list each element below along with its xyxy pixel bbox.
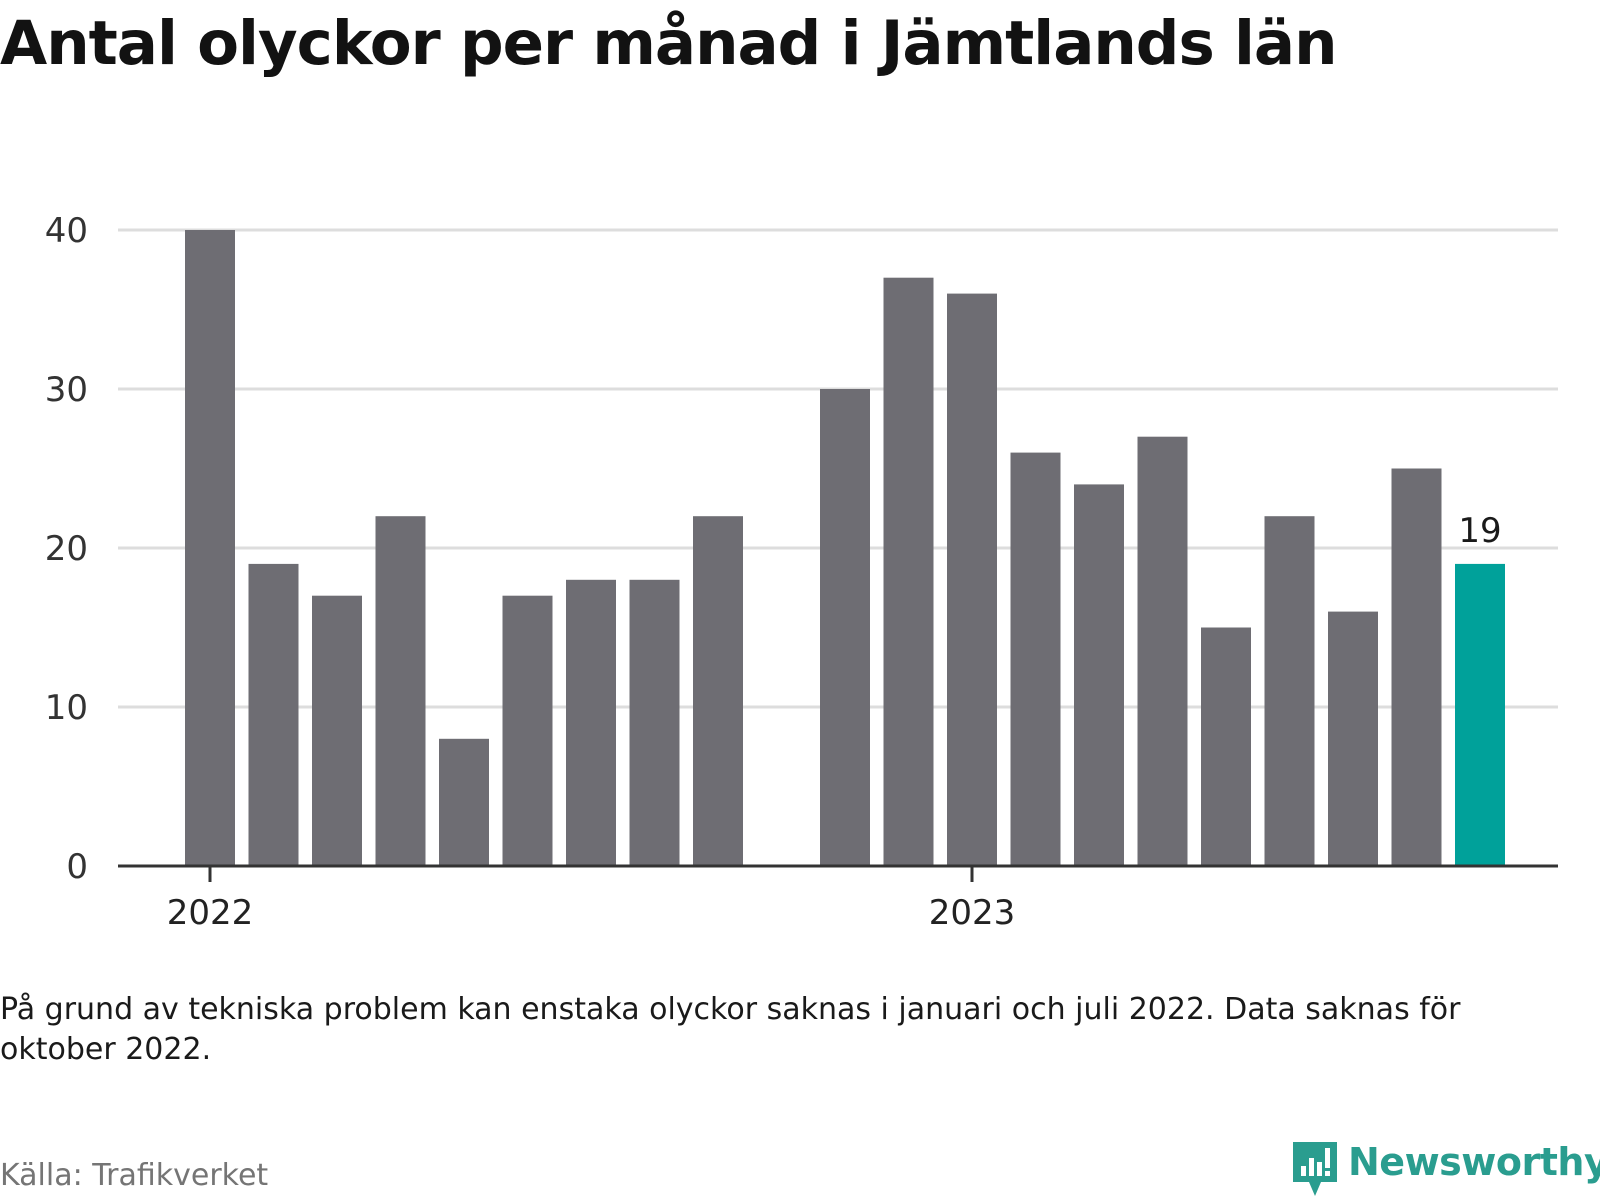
bar-chart: 19 0 10 20 30 40 2022 2023: [45, 211, 1558, 933]
bar-2022-09: [693, 516, 743, 866]
y-tick-label: 20: [45, 529, 88, 569]
axes: 0 10 20 30 40 2022 2023: [45, 211, 1558, 933]
bar-2023-08: [1391, 468, 1442, 866]
bar-2023-02: [1010, 452, 1061, 866]
y-tick-label: 40: [45, 211, 88, 251]
bar-2022-08: [629, 579, 680, 866]
bar-2023-06: [1264, 516, 1315, 866]
newsworthy-icon: [1293, 1142, 1337, 1196]
bar-2022-01: [185, 230, 235, 866]
brand-name: Newsworthy: [1348, 1140, 1600, 1184]
bar-2022-04: [375, 516, 426, 866]
chart-title: Antal olyckor per månad i Jämtlands län: [0, 8, 1338, 79]
brand-logo: Newsworthy: [1290, 1138, 1600, 1200]
source-label: Källa: Trafikverket: [0, 1158, 269, 1193]
highlight-value-label: 19: [1458, 511, 1501, 551]
bar-2023-07: [1328, 611, 1378, 866]
bar-2023-04: [1137, 436, 1188, 866]
bar-2022-03: [312, 595, 362, 866]
bar-2022-12: [883, 277, 934, 866]
x-tick-label: 2022: [167, 893, 254, 933]
bar-2023-09: [1455, 563, 1505, 866]
x-tick-label: 2023: [929, 893, 1016, 933]
y-tick-label: 0: [66, 847, 88, 887]
bar-2022-05: [439, 738, 489, 866]
bar-2022-11: [820, 389, 870, 866]
bar-2022-07: [566, 579, 616, 866]
bar-2023-01: [947, 293, 997, 867]
bar-2023-03: [1074, 484, 1124, 866]
bar-2022-06: [502, 595, 553, 866]
bar-2022-02: [248, 563, 299, 866]
y-tick-label: 30: [45, 370, 88, 410]
y-tick-label: 10: [45, 688, 88, 728]
bars: 19: [185, 230, 1505, 867]
chart-note: På grund av tekniska problem kan enstaka…: [0, 992, 1461, 1067]
bar-2023-05: [1201, 627, 1251, 866]
